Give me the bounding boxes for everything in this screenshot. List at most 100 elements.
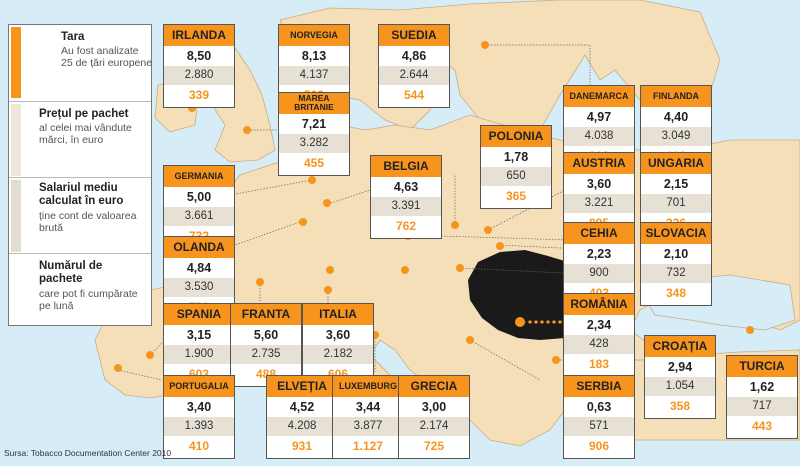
salary-value: 3.661	[164, 207, 234, 226]
packs-value: 931	[267, 436, 337, 457]
salary-value: 428	[564, 335, 634, 354]
legend-row-packs: Numărul de pachete care pot fi cumpărate…	[9, 253, 151, 326]
price-value: 2,23	[564, 244, 634, 264]
salary-value: 900	[564, 264, 634, 283]
salary-value: 717	[727, 397, 797, 416]
legend-row-salary: Salariul mediu calculat în euro ține con…	[9, 177, 151, 254]
legend-row-country: Tara Au fost analizate 25 de țări europe…	[9, 25, 153, 100]
country-name: SLOVACIA	[641, 223, 711, 244]
packs-value: 348	[641, 283, 711, 304]
country-name: GRECIA	[399, 376, 469, 397]
card-marea-britanie[interactable]: MAREA BRITANIE 7,21 3.282 455	[278, 92, 350, 176]
country-name: OLANDA	[164, 237, 234, 258]
card-serbia[interactable]: SERBIA 0,63 571 906	[563, 375, 635, 459]
price-value: 7,21	[279, 114, 349, 134]
price-value: 3,40	[164, 397, 234, 417]
salary-value: 4.137	[279, 66, 349, 85]
card-turcia[interactable]: TURCIA 1,62 717 443	[726, 355, 798, 439]
legend-desc-price: al celei mai vândute mărci, în euro	[39, 122, 132, 146]
price-value: 3,60	[303, 325, 373, 345]
packs-value: 443	[727, 416, 797, 437]
legend-desc-packs: care pot fi cumpărate pe lună	[39, 288, 138, 312]
card-suedia[interactable]: SUEDIA 4,86 2.644 544	[378, 24, 450, 108]
salary-value: 2.182	[303, 345, 373, 364]
price-value: 8,13	[279, 46, 349, 66]
source-note: Sursa: Tobacco Documentation Center 2010	[4, 448, 172, 458]
price-value: 3,60	[564, 174, 634, 194]
packs-value: 183	[564, 354, 634, 375]
legend-swatch-salary	[11, 180, 21, 252]
price-value: 4,40	[641, 107, 711, 127]
price-value: 3,15	[164, 325, 234, 345]
salary-value: 2.644	[379, 66, 449, 85]
card-polonia[interactable]: POLONIA 1,78 650 365	[480, 125, 552, 209]
country-name: POLONIA	[481, 126, 551, 147]
packs-value: 762	[371, 216, 441, 237]
legend-swatch-country	[11, 27, 21, 98]
salary-value: 3.049	[641, 127, 711, 146]
salary-value: 1.900	[164, 345, 234, 364]
salary-value: 571	[564, 417, 634, 436]
packs-value: 365	[481, 186, 551, 207]
romania-connector-dots	[528, 320, 562, 324]
card-irlanda[interactable]: IRLANDA 8,50 2.880 339	[163, 24, 235, 108]
card-romania[interactable]: ROMÂNIA 2,34 428 183	[563, 293, 635, 377]
country-name: PORTUGALIA	[164, 376, 234, 397]
country-name: ITALIA	[303, 304, 373, 325]
card-croatia[interactable]: CROAȚIA 2,94 1.054 358	[644, 335, 716, 419]
price-value: 4,84	[164, 258, 234, 278]
packs-value: 906	[564, 436, 634, 457]
country-name: FINLANDA	[641, 86, 711, 107]
legend-swatch-price	[11, 104, 21, 176]
salary-value: 732	[641, 264, 711, 283]
card-luxemburg[interactable]: LUXEMBURG 3,44 3.877 1.127	[332, 375, 404, 459]
packs-value: 339	[164, 85, 234, 106]
country-name: ELVEȚIA	[267, 376, 337, 397]
price-value: 4,97	[564, 107, 634, 127]
salary-value: 3.877	[333, 417, 403, 436]
country-name: AUSTRIA	[564, 153, 634, 174]
country-name: IRLANDA	[164, 25, 234, 46]
packs-value: 358	[645, 396, 715, 417]
card-franta[interactable]: FRANTA 5,60 2.735 488	[230, 303, 302, 387]
country-name: CROAȚIA	[645, 336, 715, 357]
country-name: SPANIA	[164, 304, 234, 325]
legend-desc-country: Au fost analizate 25 de țări europene	[61, 45, 153, 69]
country-name: SERBIA	[564, 376, 634, 397]
salary-value: 1.393	[164, 417, 234, 436]
legend-desc-salary: ține cont de valoarea brută	[39, 210, 137, 234]
salary-value: 3.282	[279, 134, 349, 153]
legend-title-packs: Numărul de pachete	[39, 260, 103, 285]
salary-value: 2.880	[164, 66, 234, 85]
packs-value: 725	[399, 436, 469, 457]
price-value: 2,15	[641, 174, 711, 194]
card-elvetia[interactable]: ELVEȚIA 4,52 4.208 931	[266, 375, 338, 459]
packs-value: 544	[379, 85, 449, 106]
price-value: 2,94	[645, 357, 715, 377]
price-value: 5,00	[164, 187, 234, 207]
country-name: BELGIA	[371, 156, 441, 177]
price-value: 1,78	[481, 147, 551, 167]
legend-row-price: Prețul pe pachet al celei mai vândute mă…	[9, 101, 151, 178]
price-value: 8,50	[164, 46, 234, 66]
card-olanda[interactable]: OLANDA 4,84 3.530 729	[163, 236, 235, 320]
salary-value: 1.054	[645, 377, 715, 396]
card-grecia[interactable]: GRECIA 3,00 2.174 725	[398, 375, 470, 459]
price-value: 3,44	[333, 397, 403, 417]
country-name: TURCIA	[727, 356, 797, 377]
card-cehia[interactable]: CEHIA 2,23 900 403	[563, 222, 635, 306]
salary-value: 3.221	[564, 194, 634, 213]
country-name: UNGARIA	[641, 153, 711, 174]
country-name: GERMANIA	[164, 166, 234, 187]
price-value: 2,34	[564, 315, 634, 335]
salary-value: 2.174	[399, 417, 469, 436]
salary-value: 650	[481, 167, 551, 186]
card-portugalia[interactable]: PORTUGALIA 3,40 1.393 410	[163, 375, 235, 459]
card-belgia[interactable]: BELGIA 4,63 3.391 762	[370, 155, 442, 239]
salary-value: 3.391	[371, 197, 441, 216]
legend-title-salary: Salariul mediu calculat în euro	[39, 182, 124, 207]
card-spania[interactable]: SPANIA 3,15 1.900 603	[163, 303, 235, 387]
card-slovacia[interactable]: SLOVACIA 2,10 732 348	[640, 222, 712, 306]
country-name: FRANTA	[231, 304, 301, 325]
price-value: 1,62	[727, 377, 797, 397]
